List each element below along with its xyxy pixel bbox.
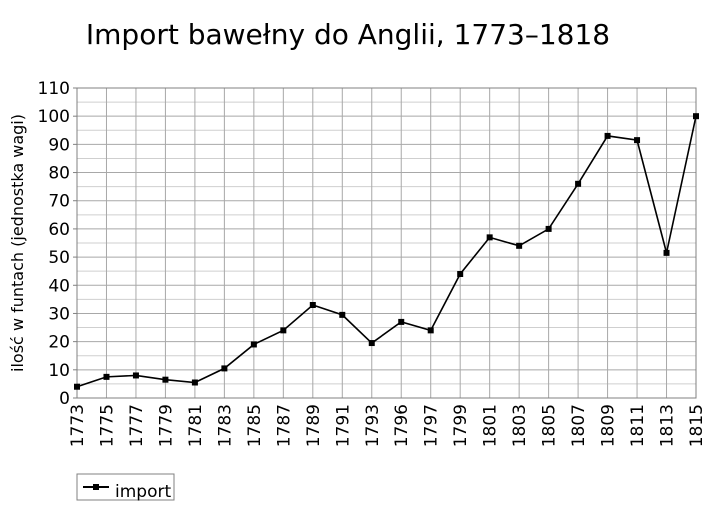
x-axis-ticks: 1773 1775 1777 1779 1781 1783 1785 1787 1789 1791… bbox=[68, 404, 707, 447]
data-point bbox=[427, 327, 434, 334]
x-tick-label: 1789 bbox=[304, 404, 324, 447]
data-point bbox=[486, 234, 493, 241]
data-point bbox=[545, 225, 552, 232]
y-tick-label: 40 bbox=[48, 276, 70, 296]
x-tick-label: 1791 bbox=[333, 404, 353, 447]
data-point bbox=[250, 341, 257, 348]
data-point bbox=[604, 132, 611, 139]
x-tick-label: 1811 bbox=[628, 404, 648, 447]
legend: import bbox=[76, 473, 175, 502]
x-tick-label: 1775 bbox=[97, 404, 117, 447]
data-point bbox=[516, 242, 523, 249]
x-tick-label: 1779 bbox=[156, 404, 176, 447]
data-point bbox=[162, 376, 169, 383]
x-tick-label: 1805 bbox=[540, 404, 560, 447]
y-tick-label: 70 bbox=[48, 192, 70, 212]
x-tick-label: 1803 bbox=[510, 404, 530, 447]
series-line-import bbox=[76, 116, 697, 388]
y-axis-ticks: 0 10 20 30 40 50 60 70 80 90 100 110 bbox=[38, 79, 77, 409]
y-tick-label: 50 bbox=[48, 248, 70, 268]
chart-title: Import bawełny do Anglii, 1773–1818 bbox=[86, 18, 610, 51]
x-tick-label: 1801 bbox=[481, 404, 501, 447]
y-tick-label: 90 bbox=[48, 135, 70, 155]
x-tick-label: 1783 bbox=[215, 404, 235, 447]
y-tick-label: 10 bbox=[48, 361, 70, 381]
x-tick-label: 1793 bbox=[363, 404, 383, 447]
x-tick-label: 1781 bbox=[186, 404, 206, 447]
data-point bbox=[398, 318, 405, 325]
y-tick-label: 110 bbox=[38, 79, 70, 99]
data-point bbox=[339, 311, 346, 318]
plot-frame bbox=[76, 87, 697, 399]
data-point bbox=[309, 302, 316, 308]
x-tick-label: 1799 bbox=[451, 404, 471, 447]
x-tick-label: 1807 bbox=[569, 404, 589, 447]
x-tick-label: 1809 bbox=[599, 404, 619, 447]
x-tick-label: 1813 bbox=[658, 404, 678, 447]
data-point bbox=[457, 271, 464, 277]
y-tick-label: 100 bbox=[38, 107, 70, 127]
y-axis-label: ilość w funtach (jednostka wagi) bbox=[8, 114, 27, 372]
x-tick-label: 1815 bbox=[687, 404, 707, 447]
x-tick-label: 1777 bbox=[127, 404, 147, 447]
data-point bbox=[575, 180, 582, 187]
x-tick-label: 1797 bbox=[422, 404, 442, 447]
data-point bbox=[103, 373, 110, 380]
y-tick-label: 30 bbox=[48, 304, 70, 324]
y-tick-label: 80 bbox=[48, 164, 70, 184]
y-tick-label: 0 bbox=[59, 389, 70, 409]
x-tick-label: 1773 bbox=[68, 404, 88, 447]
series-import bbox=[74, 113, 699, 390]
data-point bbox=[74, 383, 80, 390]
grid bbox=[76, 87, 697, 399]
data-point bbox=[693, 113, 699, 120]
legend-label-import: import bbox=[115, 482, 171, 502]
legend-box bbox=[76, 473, 175, 501]
data-point bbox=[191, 379, 198, 386]
data-point bbox=[663, 249, 670, 256]
y-tick-label: 60 bbox=[48, 220, 70, 240]
data-point bbox=[221, 365, 228, 372]
data-point bbox=[280, 327, 287, 334]
x-tick-label: 1787 bbox=[274, 404, 294, 447]
legend-marker-swatch bbox=[93, 484, 99, 490]
x-tick-label: 1785 bbox=[245, 404, 265, 447]
data-point bbox=[634, 137, 641, 144]
y-tick-label: 20 bbox=[48, 333, 70, 353]
data-point bbox=[132, 372, 139, 379]
x-tick-label: 1796 bbox=[392, 404, 412, 447]
data-point bbox=[368, 340, 375, 347]
